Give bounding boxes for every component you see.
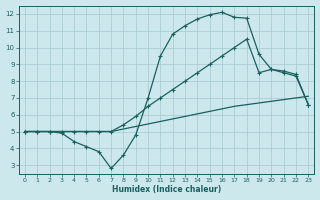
X-axis label: Humidex (Indice chaleur): Humidex (Indice chaleur) — [112, 185, 221, 194]
